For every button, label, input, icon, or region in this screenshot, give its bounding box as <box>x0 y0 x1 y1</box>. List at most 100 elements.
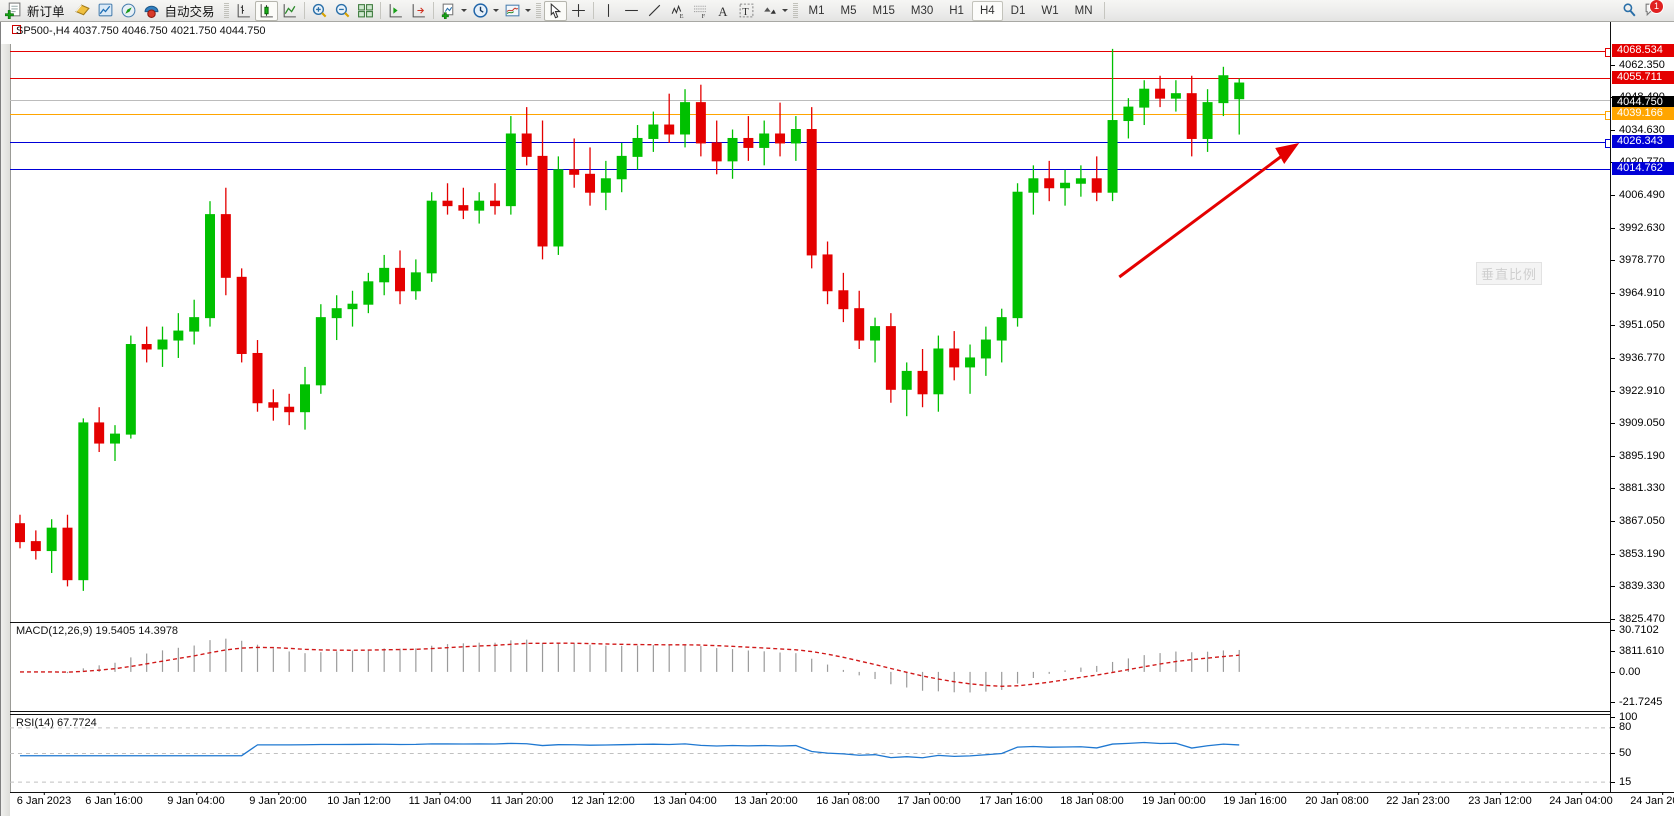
toolbar-separator <box>303 2 305 19</box>
time-tick: 16 Jan 08:00 <box>816 792 880 807</box>
toolbar-grip-3[interactable] <box>792 2 798 19</box>
add-indicator-icon <box>441 3 453 19</box>
price-tick-value: 3951.050 <box>1619 319 1665 331</box>
svg-text:E: E <box>679 13 683 19</box>
autotrading-icon <box>144 5 158 18</box>
price-label-high[interactable]: 4068.534 <box>1612 44 1674 57</box>
crosshair-button[interactable] <box>567 1 590 21</box>
text-label-button[interactable]: T <box>735 1 758 21</box>
rsi-pane[interactable]: RSI(14) 67.7724 <box>10 714 1610 792</box>
search-button[interactable] <box>1618 1 1641 21</box>
time-axis[interactable]: 6 Jan 2023 6 Jan 16:00 9 Jan 04:00 9 Jan 20… <box>10 792 1674 816</box>
price-label-last[interactable]: 4044.750 <box>1612 96 1674 109</box>
price-axis[interactable]: 4062.3504048.4904034.6304020.7704006.490… <box>1610 22 1674 816</box>
level-line-4039[interactable] <box>10 111 1614 120</box>
zoom-out-button[interactable] <box>331 1 354 21</box>
market-watch-icon <box>98 3 112 17</box>
elliott-wave-icon: E <box>671 4 683 19</box>
market-watch-button[interactable] <box>94 1 117 21</box>
chart-plot[interactable]: SP500-,H4 4037.750 4046.750 4021.750 404… <box>10 22 1674 816</box>
time-tick: 10 Jan 12:00 <box>327 792 391 807</box>
add-indicator-button[interactable] <box>437 1 460 21</box>
price-tick: 3909.050 <box>1611 417 1674 430</box>
chart-title: SP500-,H4 4037.750 4046.750 4021.750 404… <box>16 25 266 37</box>
level-line-4068[interactable] <box>10 48 1614 57</box>
timeframe-h4[interactable]: H4 <box>971 0 1003 21</box>
time-tick: 11 Jan 20:00 <box>490 792 554 807</box>
elliott-wave-button[interactable]: E <box>666 1 689 21</box>
price-label-support-upper[interactable]: 4026.343 <box>1612 135 1674 148</box>
vertical-scrollbar[interactable] <box>1 44 11 838</box>
toolbar-separator-4 <box>592 2 594 19</box>
timeframe-d1[interactable]: D1 <box>1010 4 1026 17</box>
notifications-button[interactable]: 1 <box>1641 0 1666 21</box>
price-tick-value: 3825.470 <box>1619 613 1665 625</box>
autotrading-button[interactable]: 自动交易 <box>140 1 221 21</box>
price-pane[interactable]: SP500-,H4 4037.750 4046.750 4021.750 404… <box>10 22 1614 620</box>
level-line-4014[interactable] <box>10 169 1610 170</box>
price-tick: 3811.610 <box>1611 645 1674 658</box>
shapes-dropdown[interactable] <box>781 3 790 19</box>
time-tick: 13 Jan 20:00 <box>734 792 798 807</box>
macd-series <box>19 638 1240 693</box>
price-tick-value: 3811.610 <box>1619 645 1665 657</box>
price-tick-value: 3853.190 <box>1619 548 1665 560</box>
price-label-resistance[interactable]: 4055.711 <box>1612 71 1674 84</box>
timeframe-m15[interactable]: M15 <box>872 4 895 17</box>
macd-pane[interactable]: MACD(12,26,9) 19.5405 14.3978 <box>10 622 1610 712</box>
line-chart-button[interactable] <box>278 1 301 21</box>
horizontal-line-icon <box>624 9 638 12</box>
price-tick-value: 3881.330 <box>1619 482 1665 494</box>
templates-dropdown[interactable] <box>524 3 533 19</box>
timeframe-mn[interactable]: MN <box>1074 4 1093 17</box>
text-button[interactable]: A <box>712 1 735 21</box>
rsi-tick-value: 15 <box>1619 776 1632 788</box>
chart-area[interactable]: SP500-,H4 4037.750 4046.750 4021.750 404… <box>0 22 1674 838</box>
trendline-button[interactable] <box>643 1 666 21</box>
tile-windows-button[interactable] <box>354 1 377 21</box>
price-label-support-lower[interactable]: 4014.762 <box>1612 162 1674 175</box>
rsi-tick: 100 <box>1611 711 1674 724</box>
horizontal-line-button[interactable] <box>620 1 643 21</box>
timeframe-m30[interactable]: M30 <box>910 4 934 17</box>
timeframe-m5[interactable]: M5 <box>840 4 857 17</box>
zoom-in-icon <box>312 3 326 18</box>
period-icon <box>472 3 488 18</box>
scroll-end-button[interactable] <box>384 1 407 21</box>
period-button[interactable] <box>469 1 492 21</box>
svg-text:T: T <box>742 7 749 18</box>
navigator-button[interactable] <box>117 1 140 21</box>
cursor-button[interactable] <box>543 0 567 21</box>
price-tick: 3922.910 <box>1611 385 1674 398</box>
expert-advisors-button[interactable] <box>71 1 94 21</box>
text-icon: A <box>718 5 728 19</box>
bar-chart-button[interactable] <box>232 1 255 21</box>
timeframe-m1[interactable]: M1 <box>808 4 825 17</box>
time-tick: 24 Jan 04:00 <box>1549 792 1613 807</box>
vertical-line-button[interactable] <box>597 1 620 21</box>
templates-button[interactable] <box>501 1 524 21</box>
zoom-in-button[interactable] <box>308 1 331 21</box>
level-line-4048[interactable] <box>10 100 1610 101</box>
shapes-button[interactable] <box>758 1 781 21</box>
period-dropdown[interactable] <box>492 3 501 19</box>
price-label-orange[interactable]: 4039.166 <box>1612 107 1674 120</box>
chart-corner-marker <box>12 25 21 34</box>
add-indicator-dropdown[interactable] <box>460 3 469 19</box>
timeframe-h1[interactable]: H1 <box>949 4 964 17</box>
macd-tick: 0.00 <box>1611 666 1674 679</box>
candlestick-chart-button[interactable] <box>254 0 278 21</box>
level-line-4026[interactable] <box>10 139 1614 148</box>
chart-shift-button[interactable] <box>407 1 430 21</box>
level-line-4055[interactable] <box>10 78 1610 79</box>
toolbar-grip-2[interactable] <box>535 2 541 19</box>
fibonacci-button[interactable]: F <box>689 1 712 21</box>
price-tick: 4006.490 <box>1611 189 1674 202</box>
price-tick-value: 3839.330 <box>1619 580 1665 592</box>
price-tick: 3951.050 <box>1611 319 1674 332</box>
toolbar-grip[interactable] <box>223 2 229 19</box>
timeframe-w1[interactable]: W1 <box>1041 4 1059 17</box>
templates-icon <box>505 4 519 17</box>
new-order-button[interactable]: 新订单 <box>2 1 71 21</box>
